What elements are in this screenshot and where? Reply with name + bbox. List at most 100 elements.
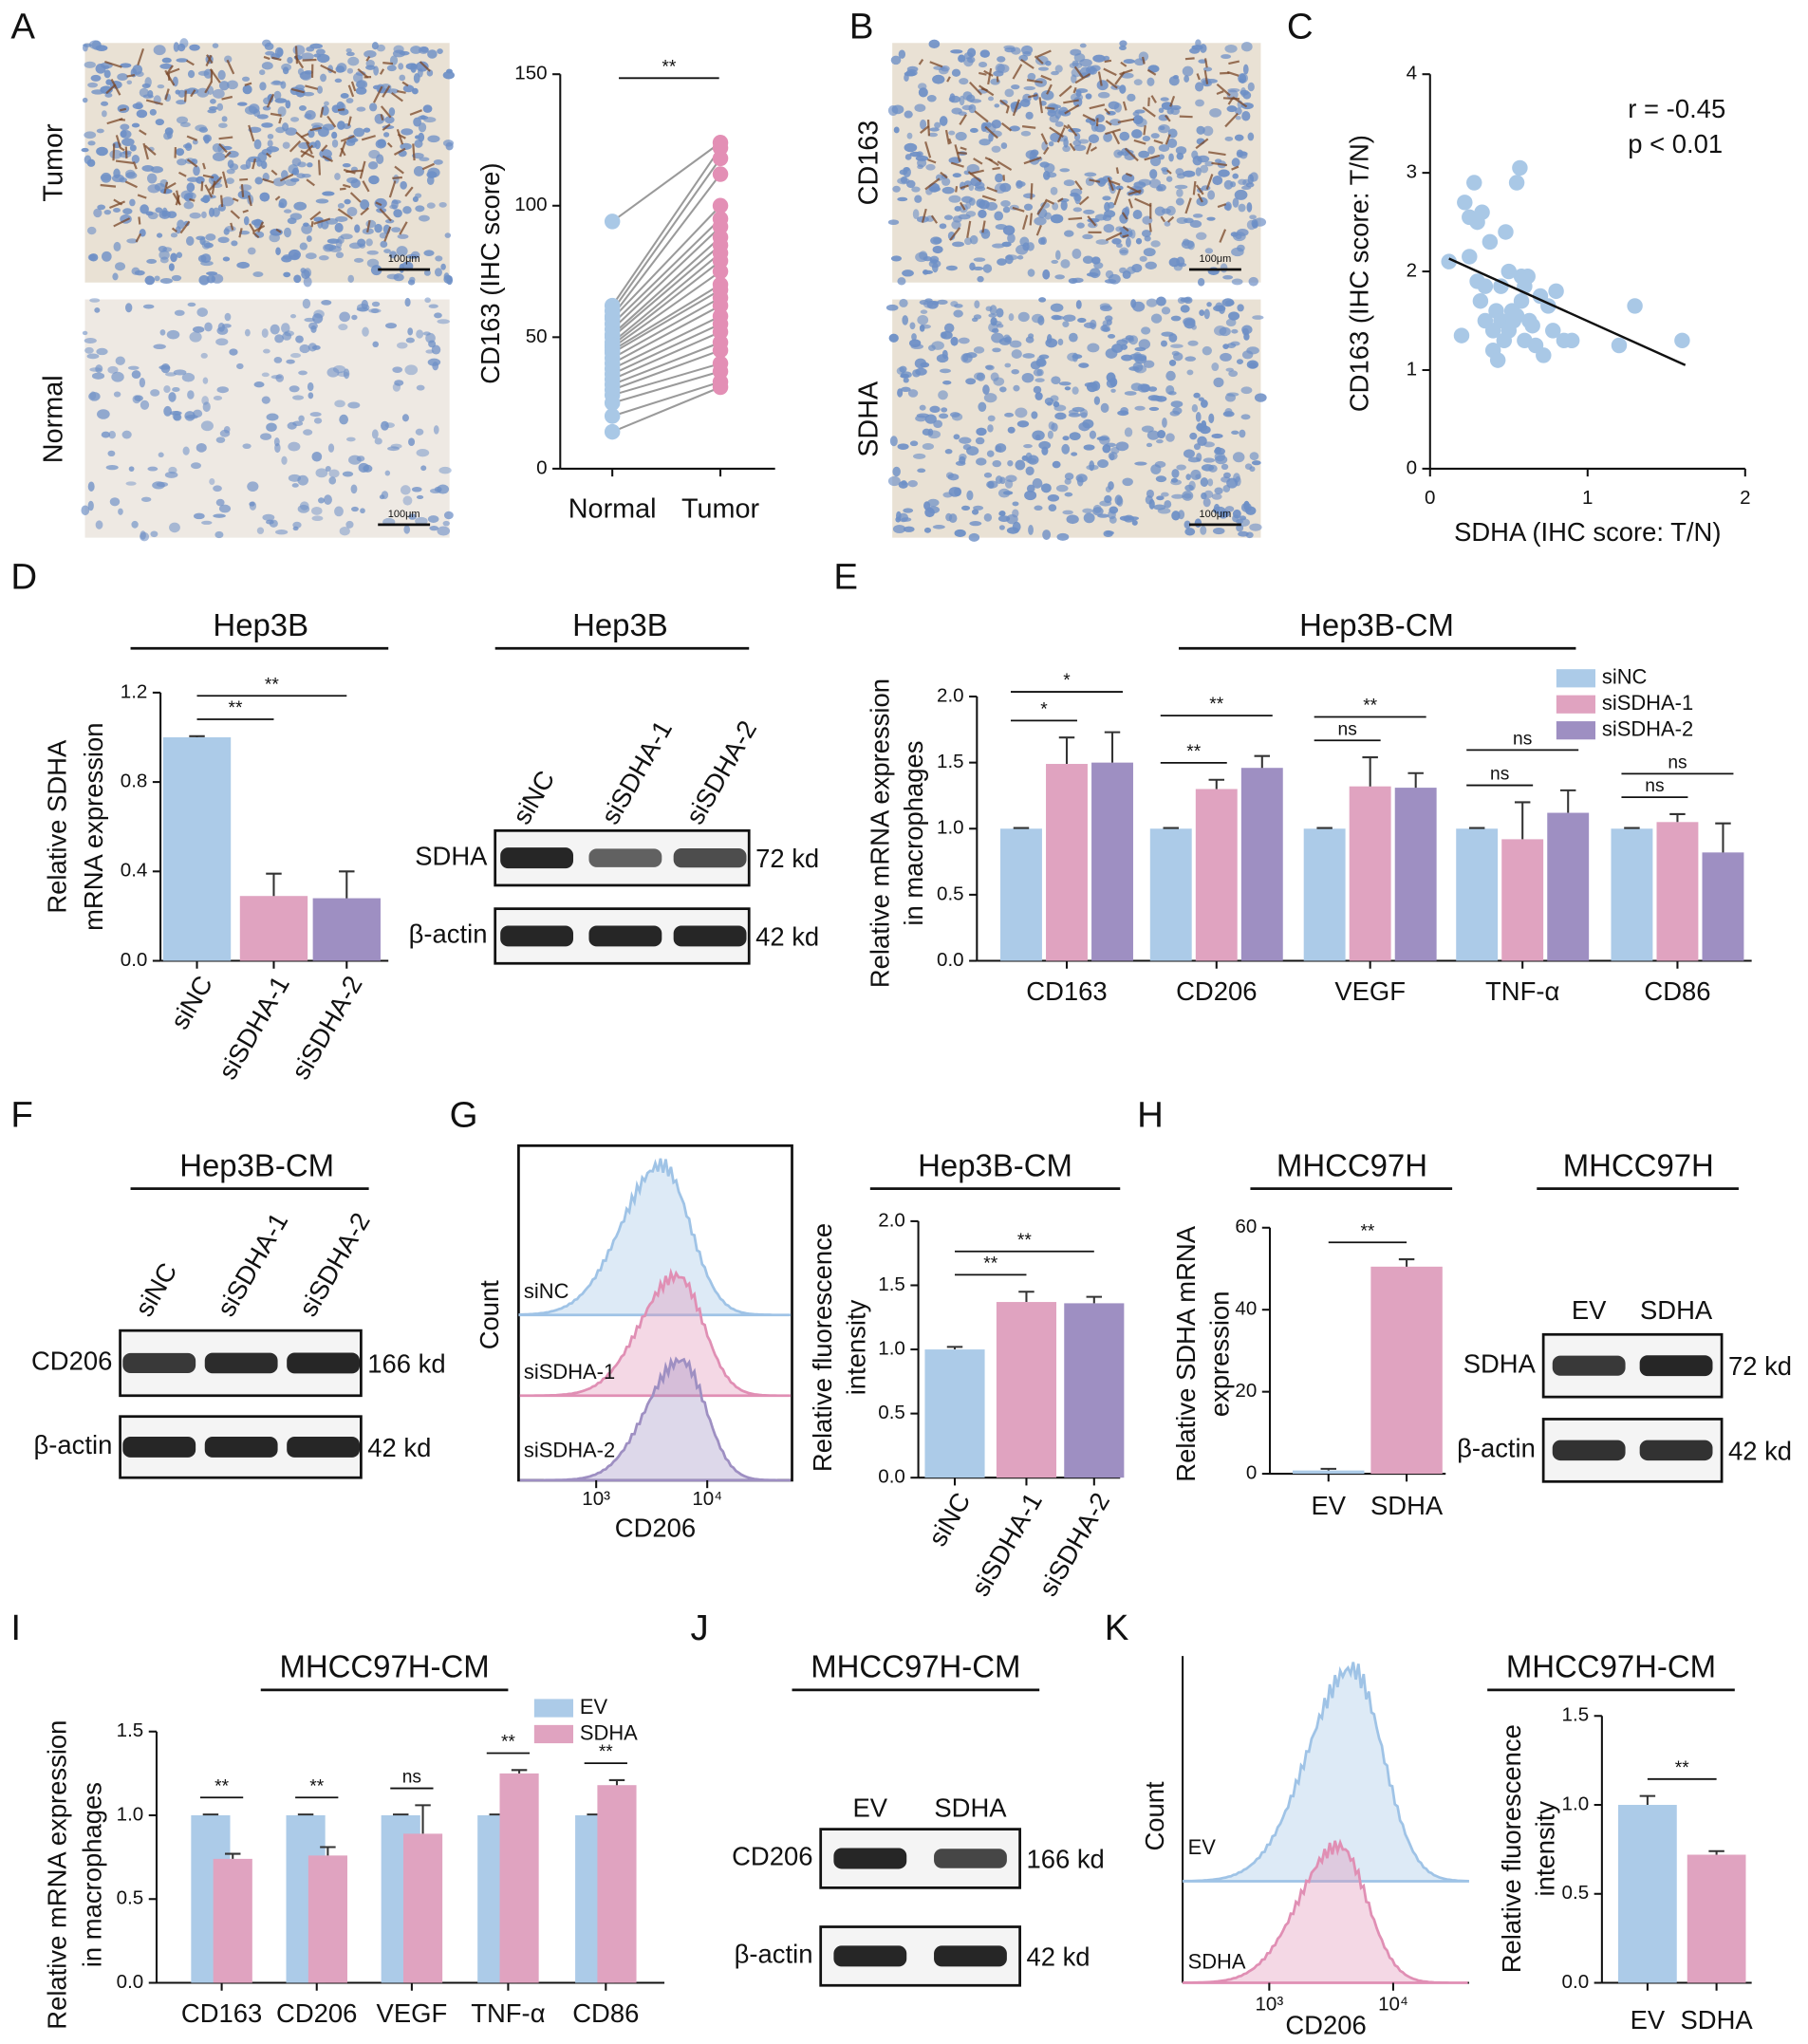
cell-nucleus [1023, 203, 1034, 211]
cell-nucleus [202, 377, 209, 384]
cell-nucleus [1200, 400, 1208, 408]
stain [1087, 215, 1097, 227]
y-tick-label: 2 [1407, 259, 1417, 281]
cell-nucleus [284, 178, 297, 187]
cell-nucleus [302, 298, 311, 309]
cell-nucleus [971, 509, 979, 515]
cell-nucleus [345, 98, 354, 103]
lane-label: EV [853, 1793, 888, 1822]
cell-nucleus [328, 476, 337, 485]
cell-nucleus [914, 358, 927, 369]
cell-nucleus [267, 139, 273, 148]
cell-nucleus [1221, 463, 1229, 471]
stain [137, 47, 145, 66]
cell-nucleus [144, 275, 156, 286]
cell-nucleus [940, 331, 947, 339]
cell-nucleus [1161, 102, 1173, 110]
cell-nucleus [346, 138, 359, 143]
cell-nucleus [438, 201, 447, 208]
stain [300, 150, 315, 158]
bar [1349, 786, 1391, 961]
cell-nucleus [193, 165, 200, 177]
cell-nucleus [315, 48, 326, 55]
cell-nucleus [1237, 228, 1249, 236]
cell-nucleus [339, 414, 349, 425]
stain [1012, 64, 1023, 80]
stain [401, 81, 409, 87]
cell-nucleus [1133, 351, 1143, 362]
stain [1026, 79, 1043, 84]
cell-nucleus [212, 152, 226, 161]
cell-nucleus [890, 55, 902, 65]
cell-nucleus [1015, 407, 1028, 418]
cell-nucleus [959, 95, 965, 106]
cell-nucleus [1202, 125, 1214, 137]
stain [362, 180, 370, 193]
stain [1040, 133, 1049, 145]
cell-nucleus [289, 385, 300, 393]
stain [1046, 84, 1053, 95]
error-bar [1624, 827, 1640, 829]
cell-nucleus [336, 101, 345, 111]
pair-line [611, 381, 721, 418]
cell-nucleus [940, 65, 950, 72]
cell-nucleus [389, 251, 398, 259]
stain [920, 125, 930, 134]
scale-bar-label: 100μm [388, 253, 420, 265]
stain [1197, 193, 1203, 203]
cell-nucleus [1102, 195, 1111, 201]
x-tick-label: EV [1631, 2005, 1666, 2035]
cell-nucleus [263, 348, 270, 354]
cell-nucleus [1134, 405, 1146, 411]
cell-nucleus [1076, 222, 1085, 229]
error-bar [1639, 1794, 1656, 1806]
cell-nucleus [1069, 432, 1081, 441]
stain [1111, 131, 1121, 145]
cell-nucleus [165, 372, 177, 377]
stain [204, 81, 213, 94]
cell-nucleus [299, 501, 309, 511]
cell-nucleus [1251, 219, 1258, 228]
cell-nucleus [434, 268, 442, 277]
point [1500, 263, 1518, 280]
significance-label: ** [983, 1254, 997, 1274]
cell-nucleus [383, 132, 390, 138]
cell-nucleus [335, 251, 345, 259]
cell-nucleus [261, 328, 269, 338]
cell-nucleus [291, 158, 302, 167]
stain [120, 107, 127, 112]
cell-nucleus [1247, 174, 1255, 185]
cell-nucleus [1075, 474, 1088, 483]
cell-nucleus [424, 297, 431, 304]
cell-nucleus [1237, 72, 1248, 84]
cell-nucleus [973, 346, 985, 354]
cell-nucleus [992, 243, 1005, 249]
lane-label: SDHA [1640, 1295, 1713, 1325]
point [1462, 249, 1478, 265]
cell-nucleus [266, 146, 280, 153]
stain [138, 216, 141, 225]
cell-nucleus [1167, 391, 1177, 396]
stain [959, 114, 967, 125]
cell-nucleus [347, 401, 361, 409]
cell-nucleus [434, 312, 442, 319]
cell-nucleus [321, 219, 329, 230]
cell-nucleus [965, 378, 977, 385]
stain [984, 157, 993, 162]
cell-nucleus [297, 67, 305, 76]
stain [1165, 134, 1171, 145]
cell-nucleus [269, 232, 280, 243]
stain [249, 223, 255, 232]
cell-nucleus [401, 128, 414, 136]
cell-nucleus [227, 159, 234, 169]
blot-band [122, 1352, 196, 1374]
cell-nucleus [927, 430, 941, 439]
cell-nucleus [977, 275, 984, 283]
cell-nucleus [261, 62, 273, 70]
cell-nucleus [212, 207, 220, 217]
cell-nucleus [302, 91, 315, 97]
cell-nucleus [159, 277, 173, 284]
cell-nucleus [909, 440, 919, 447]
cell-nucleus [1189, 220, 1202, 229]
cell-nucleus [1142, 135, 1151, 141]
